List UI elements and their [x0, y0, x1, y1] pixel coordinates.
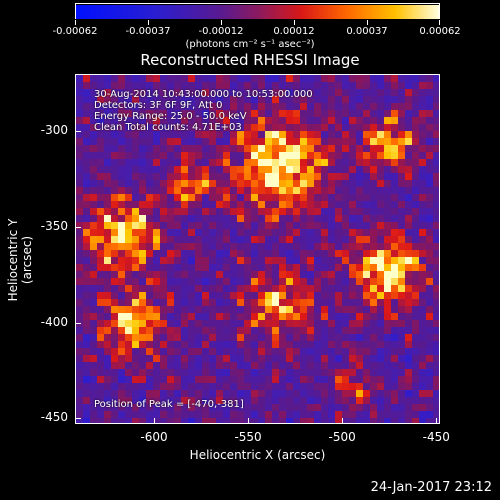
y-axis-label: Heliocentric Y (arcsec): [6, 218, 34, 302]
y-tick-label: -400: [40, 314, 68, 329]
colorbar-tick-label: -0.00037: [125, 26, 171, 37]
x-tick-mark: [342, 418, 344, 424]
x-tick-mark: [154, 418, 156, 424]
x-tick-label: -500: [328, 430, 356, 444]
colorbar-tick-label: 0.00012: [273, 26, 315, 37]
info-peak-position: Position of Peak = [-470,-381]: [94, 399, 244, 410]
colorbar-tick-mark: [439, 20, 440, 25]
x-axis-label: Heliocentric X (arcsec): [189, 448, 326, 462]
y-tick-mark: [75, 227, 81, 228]
info-time-range: 30-Aug-2014 10:43:00.000 to 10:53:00.000: [94, 89, 313, 100]
colorbar-tick-label: -0.00062: [52, 26, 98, 37]
colorbar-tick-label: 0.00062: [419, 26, 461, 37]
colorbar-tick-mark: [148, 20, 149, 25]
x-tick-mark: [436, 418, 438, 424]
colorbar-tick-label: -0.00012: [198, 26, 244, 37]
y-tick-mark: [75, 322, 81, 324]
y-tick-label: -350: [40, 219, 68, 233]
info-energy-range: Energy Range: 25.0 - 50.0 keV: [94, 111, 247, 122]
reconstructed-heatmap: [76, 75, 439, 423]
info-detectors: Detectors: 3F 6F 9F, Att 0: [94, 100, 223, 111]
x-tick-label: -550: [234, 430, 262, 444]
colorbar-tick-mark: [367, 20, 368, 25]
colorbar-tick-mark: [294, 20, 295, 25]
colorbar-unit-label: (photons cm⁻² s⁻¹ asec⁻²): [185, 39, 315, 50]
x-tick-label: -600: [140, 430, 168, 444]
image-title: Reconstructed RHESSI Image: [140, 51, 360, 69]
x-tick-mark: [248, 418, 250, 424]
timestamp: 24-Jan-2017 23:12: [370, 480, 492, 495]
y-tick-label: -450: [40, 410, 68, 425]
colorbar-gradient: [76, 5, 439, 19]
colorbar: [75, 3, 440, 19]
colorbar-tick-mark: [75, 20, 76, 25]
y-tick-label: -300: [40, 123, 68, 138]
info-clean-total-counts: Clean Total counts: 4.71E+03: [94, 122, 242, 133]
y-tick-mark: [75, 418, 81, 420]
y-tick-mark: [75, 131, 81, 133]
rhessi-image-plot: 30-Aug-2014 10:43:00.000 to 10:53:00.000…: [75, 74, 440, 424]
colorbar-tick-label: 0.00037: [346, 26, 388, 37]
x-tick-label: -450: [422, 430, 450, 444]
colorbar-tick-mark: [221, 20, 222, 25]
